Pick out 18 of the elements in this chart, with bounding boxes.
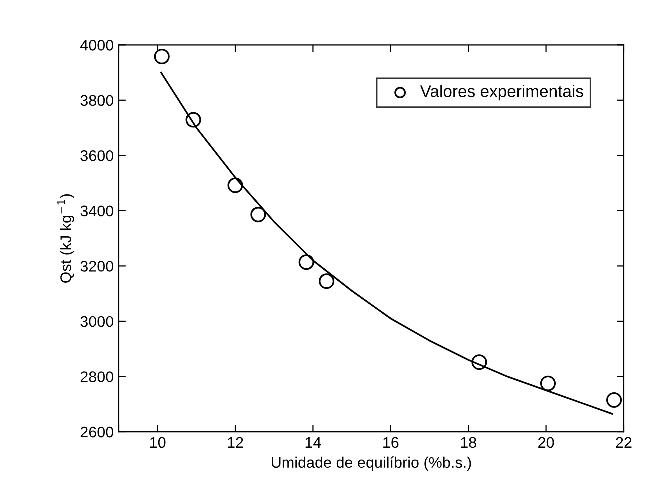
y-tick-label: 3600 [80, 150, 114, 162]
y-tick-label: 3200 [80, 261, 114, 272]
x-tick-label: 10 [150, 437, 166, 448]
legend-label: Valores experimentais [420, 85, 584, 101]
y-tick-label: 2800 [80, 372, 114, 382]
y-axis-title: Qst (kJ kg$^{−1}$) [58, 194, 74, 283]
x-tick-label: 12 [228, 437, 244, 448]
y-tick-label: 4000 [80, 40, 114, 51]
x-tick-label: 14 [306, 437, 322, 448]
x-tick-label: 18 [461, 437, 476, 448]
x-tick-label: 16 [384, 437, 399, 448]
y-tick-label: 3800 [80, 95, 114, 106]
y-tick-label: 3400 [80, 206, 114, 217]
x-axis-title: Umidade de equilíbrio (%b.s.) [272, 456, 472, 472]
x-tick-label: 20 [538, 437, 554, 448]
y-tick-label: 3000 [80, 316, 114, 328]
x-tick-label: 22 [616, 437, 632, 448]
y-tick-label: 2600 [80, 426, 114, 438]
